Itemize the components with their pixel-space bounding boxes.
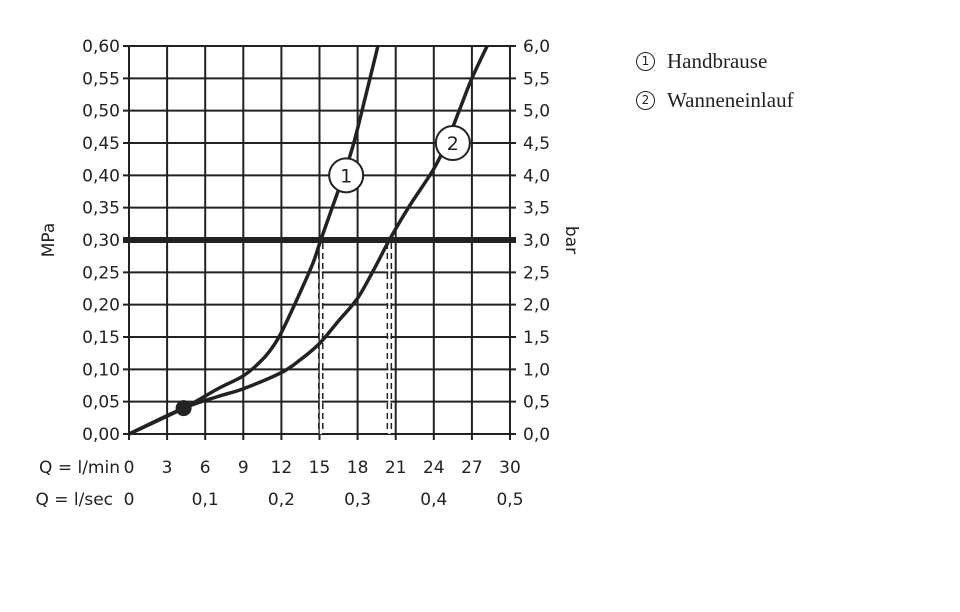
x-tick-label: 6 [200, 458, 211, 478]
x-tick-label: 9 [238, 458, 249, 478]
series-line-1 [128, 45, 380, 436]
y-tick-label: 0,05 [82, 393, 120, 413]
y2-tick-label: 3,0 [523, 231, 550, 251]
y-tick-label: 0,10 [82, 360, 120, 380]
x-tick-label: 21 [385, 458, 407, 478]
x-tick-label: 27 [461, 458, 483, 478]
y2-tick-label: 4,5 [523, 134, 550, 154]
y2-tick-label: 1,5 [523, 328, 550, 348]
y2-tick-label: 6,0 [523, 37, 550, 57]
y-axis-label: MPa [39, 223, 59, 258]
series-label-circle [328, 157, 365, 194]
x-tick-label: 15 [309, 458, 331, 478]
y-tick-label: 0,20 [82, 296, 120, 316]
legend-label: Handbrause [667, 49, 768, 73]
legend: 1 Handbrause 2 Wanneneinlauf [636, 42, 794, 120]
y2-tick-label: 2,0 [523, 296, 550, 316]
y2-tick-label: 1,0 [523, 360, 550, 380]
legend-label: Wanneneinlauf [667, 88, 794, 112]
x-tick-label: 18 [347, 458, 369, 478]
y-tick-label: 0,50 [82, 102, 120, 122]
series-label: 2 [447, 133, 459, 155]
marker-point [175, 400, 192, 417]
y-tick-label: 0,40 [82, 166, 120, 186]
y-tick-label: 0,35 [82, 199, 120, 219]
x2-tick-label: 0,2 [268, 490, 295, 510]
y-tick-label: 0,55 [82, 69, 120, 89]
y2-tick-label: 0,5 [523, 393, 550, 413]
y-tick-label: 0,30 [82, 231, 120, 251]
legend-number: 1 [636, 52, 655, 71]
legend-item-2: 2 Wanneneinlauf [636, 81, 794, 120]
y-tick-label: 0,15 [82, 328, 120, 348]
y2-tick-label: 4,0 [523, 166, 550, 186]
series-label-circle [434, 125, 471, 161]
x-tick-label: 3 [162, 458, 173, 478]
y2-tick-label: 3,5 [523, 199, 550, 219]
x2-tick-label: 0 [124, 490, 135, 510]
y2-axis-label: bar [561, 226, 581, 254]
x-tick-label: 0 [124, 458, 135, 478]
x-tick-label: 30 [499, 458, 521, 478]
legend-number: 2 [636, 91, 655, 110]
y-tick-label: 0,00 [82, 425, 120, 445]
y2-tick-label: 0,0 [523, 425, 550, 445]
x2-tick-label: 0,4 [420, 490, 447, 510]
y2-tick-label: 5,5 [523, 69, 550, 89]
y-tick-label: 0,45 [82, 134, 120, 154]
legend-item-1: 1 Handbrause [636, 42, 794, 81]
x2-axis-label: Q = l/sec [35, 490, 113, 510]
x-tick-label: 24 [423, 458, 445, 478]
x2-tick-label: 0,5 [496, 490, 523, 510]
y2-tick-label: 2,5 [523, 263, 550, 283]
x-axis-label: Q = l/min [39, 458, 120, 478]
y-tick-label: 0,60 [82, 37, 120, 57]
x2-tick-label: 0,1 [192, 490, 219, 510]
x2-tick-label: 0,3 [344, 490, 371, 510]
y2-tick-label: 5,0 [523, 102, 550, 122]
y-tick-label: 0,25 [82, 263, 120, 283]
series-label: 1 [340, 165, 352, 187]
x-tick-label: 12 [271, 458, 293, 478]
